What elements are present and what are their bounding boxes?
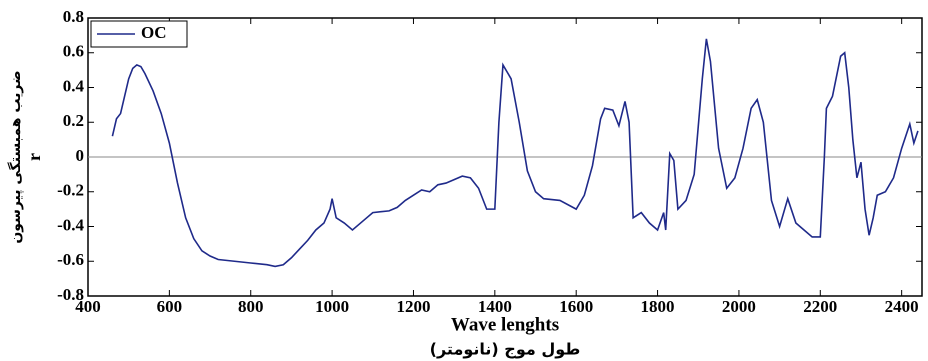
series-line <box>111 38 919 268</box>
y-tick-label: 0.8 <box>63 7 84 26</box>
x-tick-label: 2400 <box>885 297 919 316</box>
y-tick-label: 0.4 <box>63 76 85 95</box>
x-tick-label: 2000 <box>722 297 756 316</box>
x-axis-label: Wave lenghts <box>451 314 559 335</box>
y-tick-label: 0.6 <box>63 42 84 61</box>
x-tick-label: 1800 <box>641 297 675 316</box>
x-axis-label-secondary: طول موج (نانومتر) <box>430 340 581 359</box>
y-tick-label: -0.6 <box>57 250 84 269</box>
x-tick-label: 600 <box>157 297 183 316</box>
y-tick-label: -0.4 <box>57 215 84 234</box>
x-tick-label: 1200 <box>396 297 430 316</box>
y-tick-label: -0.8 <box>57 285 84 304</box>
y-axis-label-secondary: r <box>24 153 44 161</box>
x-tick-label: 1600 <box>559 297 593 316</box>
y-tick-label: 0 <box>76 146 85 165</box>
x-tick-label: 2200 <box>803 297 837 316</box>
legend-label: OC <box>141 23 167 42</box>
x-tick-label: 800 <box>238 297 264 316</box>
y-axis-label: ضریب همبستگی پیرسون <box>7 70 24 243</box>
x-tick-label: 400 <box>75 297 101 316</box>
y-tick-label: 0.2 <box>63 111 84 130</box>
x-tick-label: 1000 <box>315 297 349 316</box>
x-tick-label: 1400 <box>478 297 512 316</box>
y-tick-label: -0.2 <box>57 181 84 200</box>
